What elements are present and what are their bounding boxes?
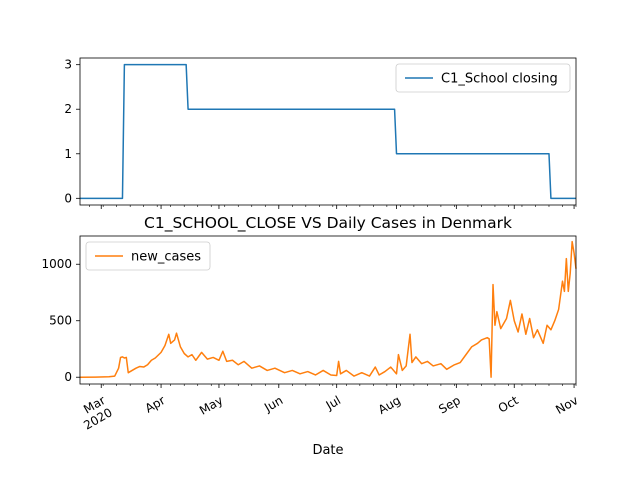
- axes-frame: [79, 235, 577, 385]
- x-tick-label-group: Jun: [261, 393, 285, 415]
- series-line-c1-school-closing: [80, 63, 576, 200]
- chart-title: C1_SCHOOL_CLOSE VS Daily Cases in Denmar…: [144, 214, 512, 233]
- legend-label: C1_School closing: [441, 72, 558, 87]
- legend: new_cases: [85, 241, 211, 271]
- x-tick-label: Aug: [376, 393, 403, 417]
- x-tick-label: Nov: [553, 393, 580, 417]
- subplot-2: 0 500 1000 new_cases C1_SCHOOL_CLOSE VS Dail…: [41, 214, 580, 458]
- y-tick-label: 1000: [41, 257, 72, 271]
- y-tick-label: 0: [64, 370, 72, 384]
- x-tick-label-group: Jul: [323, 393, 343, 413]
- axes-frame: [79, 57, 577, 206]
- x-tick-label: Apr: [143, 393, 168, 416]
- x-tick-label: Oct: [496, 393, 521, 416]
- x-tick-label-group: Oct: [496, 393, 521, 416]
- y-tick-label: 500: [49, 314, 72, 328]
- x-tick-label-group: May: [197, 393, 225, 418]
- x-tick-label: Jun: [261, 393, 285, 415]
- legend-box: [395, 63, 571, 93]
- series-line-new-cases: [79, 240, 577, 378]
- x-axis-label: Date: [312, 443, 343, 458]
- x-tick-label: Sep: [436, 393, 463, 416]
- legend: C1_School closing: [395, 63, 571, 93]
- y-tick-label: 0: [64, 191, 72, 205]
- legend-box: [85, 241, 211, 271]
- x-tick-label-group: Apr: [143, 393, 168, 416]
- x-tick-label: Jul: [323, 393, 343, 413]
- y-tick-label: 1: [64, 147, 72, 161]
- x-tick-label: May: [197, 393, 225, 418]
- y-tick-label: 3: [64, 58, 72, 72]
- subplot-1: 0 1 2 3 C1_School closing: [64, 57, 577, 209]
- x-tick-label-group: Nov: [553, 393, 580, 417]
- x-tick-label-group: Sep: [436, 393, 463, 416]
- x-tick-label-group: Aug: [376, 393, 403, 417]
- legend-label: new_cases: [131, 250, 201, 265]
- y-tick-label: 2: [64, 102, 72, 116]
